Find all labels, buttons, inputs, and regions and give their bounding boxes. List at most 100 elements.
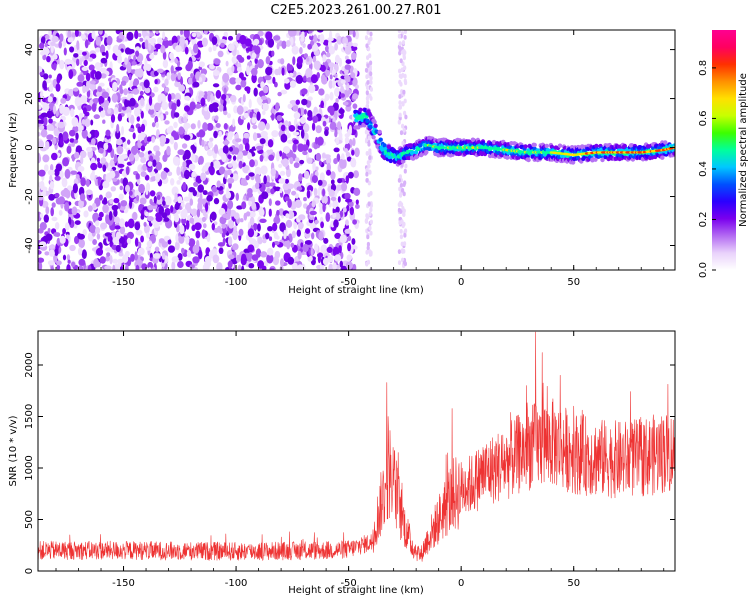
spectrogram-cell <box>118 252 124 257</box>
spectrogram-cell <box>403 241 407 247</box>
spectrogram-cell <box>223 31 229 37</box>
spectrogram-cell <box>162 154 168 162</box>
spectrogram-cell <box>50 41 56 46</box>
spectrogram-cell <box>144 39 149 50</box>
spectrogram-cell <box>292 131 300 136</box>
spectrogram-cell <box>346 254 353 262</box>
spectrogram-cell <box>350 157 357 168</box>
spectrogram-cell <box>117 155 125 165</box>
spectrogram-cell <box>292 105 299 112</box>
spectrogram-cell <box>117 54 122 64</box>
spectrogram-cell <box>119 266 124 270</box>
spectrogram-cell <box>156 194 161 201</box>
spectrogram-cell <box>55 83 61 92</box>
spectrogram-cell <box>200 172 207 182</box>
spectrogram-cell <box>302 43 306 48</box>
spectrogram-cell <box>186 250 192 258</box>
spectrogram-cell <box>94 220 100 227</box>
spectrogram-cell <box>347 235 352 242</box>
spectrogram-cell <box>137 139 141 148</box>
spectrogram-cell <box>265 122 270 130</box>
spectrogram-cell <box>315 125 322 134</box>
spectrogram-cell <box>369 60 373 66</box>
spectrogram-cell <box>368 93 372 99</box>
spectrogram-cell <box>317 187 321 198</box>
spectrogram-cell <box>132 88 140 95</box>
spectrogram-cell <box>215 123 221 128</box>
spectrogram-cell <box>345 219 349 226</box>
spectrogram-cell <box>348 171 354 179</box>
spectrogram-cell <box>352 78 358 86</box>
spectrogram-cell <box>124 264 129 270</box>
spectrogram-cell <box>126 112 132 118</box>
spectrogram-cell <box>114 216 120 224</box>
colorbar-tick-label: 0.0 <box>698 262 709 278</box>
spectrogram-cell <box>115 129 121 140</box>
spectrogram-cell <box>320 244 328 255</box>
spectrogram-cell <box>221 152 227 163</box>
spectrogram-cell <box>279 188 283 194</box>
spectrogram-cell <box>95 47 100 53</box>
spectrogram-cell <box>213 144 219 154</box>
spectrogram-cell <box>240 76 247 82</box>
spectrogram-cell <box>345 198 353 203</box>
spectrogram-cell <box>122 254 129 263</box>
spectrogram-cell <box>95 36 100 46</box>
spectrogram-cell <box>344 136 350 145</box>
spectrogram-cell <box>238 228 244 236</box>
spectrogram-cell <box>280 58 285 65</box>
spectrogram-cell <box>398 50 402 56</box>
spectrogram-cell <box>218 130 223 137</box>
spectrogram-cell <box>265 56 271 65</box>
spectrogram-cell <box>233 147 240 155</box>
spectrogram-cell <box>162 59 169 69</box>
spectrogram-cell <box>238 143 244 152</box>
spectrogram-cell <box>120 200 128 207</box>
spectrogram-cell <box>269 182 276 187</box>
spectrogram-cell <box>47 169 55 176</box>
spectrogram-cell <box>352 103 358 109</box>
spectrogram-cell <box>248 263 255 269</box>
spectrogram-cell <box>102 180 110 189</box>
spectrogram-cell <box>403 73 407 79</box>
spectrogram-cell <box>174 58 178 64</box>
spectrogram-ridge-cell <box>523 144 528 149</box>
spectrogram-cell <box>289 100 297 105</box>
spectrogram-cell <box>340 79 346 84</box>
spectrogram-cell <box>170 178 175 186</box>
snr-xtick-label: -50 <box>340 578 356 589</box>
snr-xlabel: Height of straight line (km) <box>288 585 424 596</box>
spectrogram-cell <box>232 118 236 128</box>
spectrogram-cell <box>128 128 135 132</box>
spectrogram-cell <box>77 74 85 82</box>
spectrogram-cell <box>296 186 303 191</box>
spectrogram-cell <box>365 213 369 219</box>
spectrogram-cell <box>113 208 118 217</box>
spectrogram-cell <box>399 130 404 136</box>
spectrogram-cell <box>183 196 190 202</box>
spectrogram-cell <box>236 49 240 56</box>
spectrogram-cell <box>76 81 83 87</box>
spectrogram-cell <box>349 206 354 216</box>
spectrogram-cell <box>202 208 206 216</box>
spectrogram-cell <box>176 99 181 107</box>
spectrogram-cell <box>314 243 319 252</box>
spectrogram-cell <box>253 241 260 249</box>
spectrogram-cell <box>403 78 407 84</box>
spectrogram-cell <box>369 207 373 213</box>
spectrogram-cell <box>257 223 261 232</box>
spectrogram-cell <box>265 31 273 41</box>
spectrogram-cell <box>262 85 269 94</box>
spectrogram-cell <box>271 113 275 121</box>
spectrogram-cell <box>339 210 344 218</box>
spectrogram-cell <box>347 242 352 252</box>
spectrogram-cell <box>189 217 195 224</box>
spectrogram-cell <box>128 73 132 81</box>
spectrogram-cell <box>233 105 239 114</box>
spectrogram-cell <box>91 103 97 112</box>
spectrogram-cell <box>216 180 221 188</box>
spectrogram-cell <box>137 247 145 256</box>
spectrogram-cell <box>88 57 93 62</box>
spectrogram-cell <box>291 45 299 55</box>
spectrogram-cell <box>100 73 107 79</box>
